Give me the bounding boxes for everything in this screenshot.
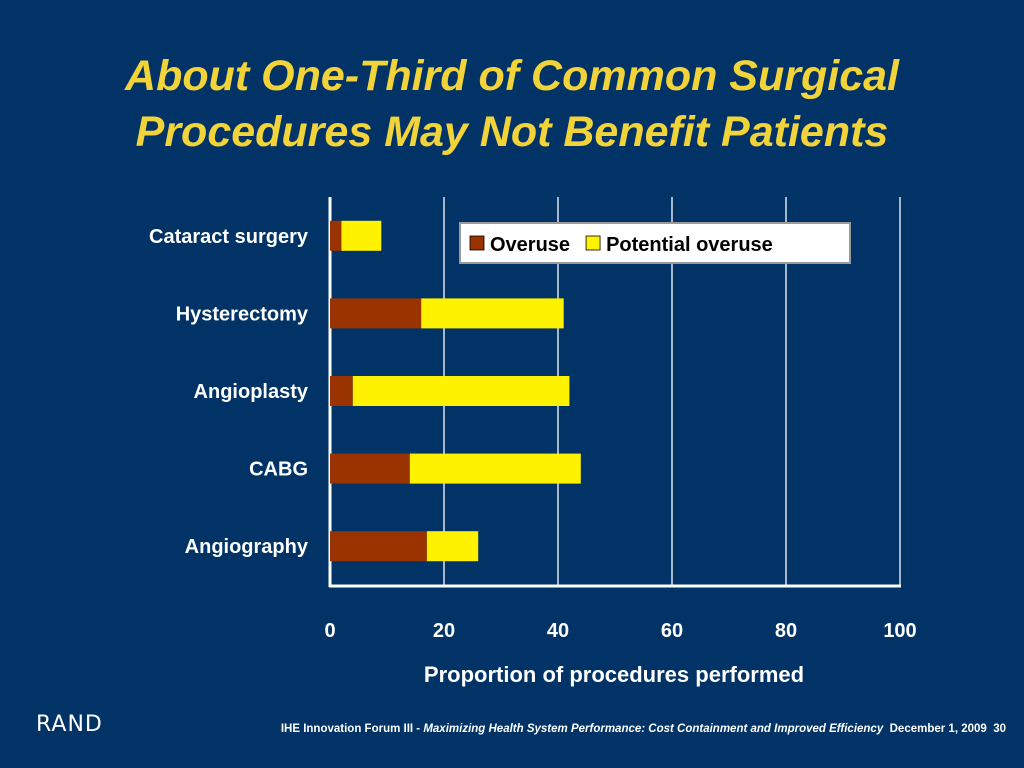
legend-box [459,222,851,264]
legend-swatch-overuse [469,235,485,251]
legend-label-overuse: Overuse [490,234,570,256]
category-label: Cataract surgery [149,226,309,248]
bar-overuse [330,531,427,562]
footer-date: December 1, 2009 [889,723,987,735]
footer-subtitle: Maximizing Health System Performance: Co… [423,723,884,735]
x-tick-label: 100 [883,620,916,642]
title-line-2: Procedures May Not Benefit Patients [135,108,889,156]
x-tick-label: 20 [433,620,455,642]
legend-swatch-potential-overuse [585,235,601,251]
bar-overuse [330,376,353,406]
x-axis-label: Proportion of procedures performed [424,662,804,687]
rand-logo: RAND [36,712,103,737]
x-tick-label: 40 [547,620,569,642]
bar-potential-overuse [352,376,570,406]
x-tick-label: 60 [661,620,683,642]
title-line-1: About One-Third of Common Surgical [125,52,899,100]
bar-overuse [330,453,410,484]
slide-title: About One-Third of Common Surgical Proce… [0,48,1024,160]
category-label: Angioplasty [194,381,309,403]
footer-page-number: 30 [993,723,1006,735]
bar-potential-overuse [341,220,382,251]
footer-text: IHE Innovation Forum III - Maximizing He… [281,723,1006,735]
bar-overuse [330,220,342,251]
footer-forum: IHE Innovation Forum III - [280,723,424,735]
bar-potential-overuse [426,531,479,562]
category-label: Angiography [185,536,309,558]
category-label: CABG [249,459,308,481]
legend-label-potential-overuse: Potential overuse [606,234,773,256]
x-tick-label: 80 [775,620,797,642]
bar-overuse [330,298,422,329]
bar-potential-overuse [421,298,564,329]
category-label: Hysterectomy [176,303,309,325]
x-tick-label: 0 [324,620,335,642]
bar-potential-overuse [409,453,581,484]
